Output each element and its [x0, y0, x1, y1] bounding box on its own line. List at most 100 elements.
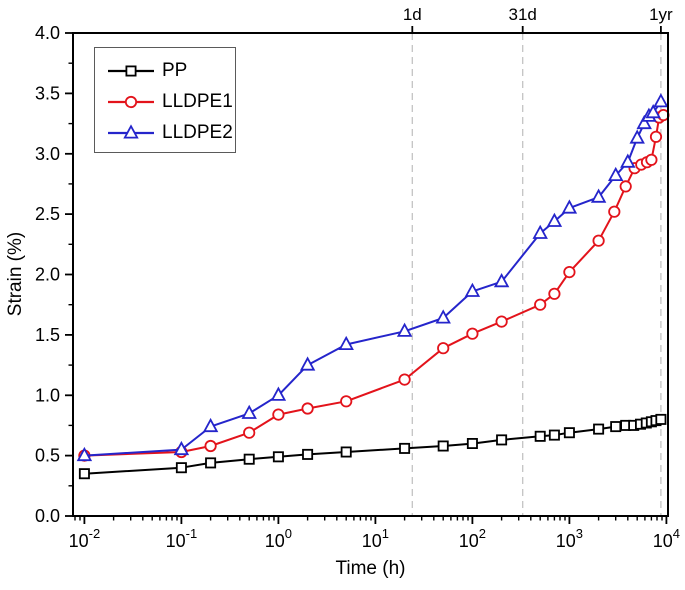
- legend-label-lldpe1: LLDPE1: [162, 90, 233, 112]
- lldpe2-marker: [241, 404, 257, 419]
- y-tick-label: 3.5: [35, 83, 60, 103]
- lldpe2-marker: [338, 335, 354, 350]
- legend-square-marker: [125, 65, 137, 76]
- lldpe1-marker: [645, 153, 658, 166]
- lldpe1-marker: [272, 408, 285, 421]
- pp-marker: [340, 446, 352, 458]
- lldpe2-marker: [607, 166, 624, 181]
- lldpe2-marker: [546, 212, 563, 227]
- pp-marker: [534, 430, 546, 442]
- x-tick-label: 100: [265, 526, 292, 551]
- pp-marker: [302, 448, 314, 460]
- time-mark-label: 31d: [509, 5, 537, 24]
- lldpe2-marker: [645, 104, 661, 119]
- time-mark-label: 1d: [403, 5, 422, 24]
- lldpe2-marker: [299, 356, 316, 371]
- y-tick-label: 2.5: [35, 204, 60, 224]
- lldpe1-marker: [592, 234, 605, 247]
- legend-triangle-marker: [123, 123, 139, 138]
- series-lldpe2: [76, 93, 669, 462]
- lldpe1-marker: [398, 373, 411, 386]
- series-lldpe1: [78, 109, 670, 462]
- legend-label-pp: PP: [162, 59, 188, 81]
- lldpe1-line: [84, 114, 664, 457]
- lldpe1-marker: [301, 402, 314, 415]
- time-marker-lines: 1d 31d 1yr: [403, 5, 673, 516]
- y-tick-label: 0.5: [35, 446, 60, 466]
- legend-circle-marker: [124, 95, 138, 108]
- lldpe1-marker: [466, 327, 479, 340]
- lldpe2-line: [84, 101, 662, 457]
- x-tick-label: 101: [362, 526, 389, 551]
- lldpe1-marker: [548, 287, 561, 300]
- x-tick-label: 10-2: [69, 526, 101, 551]
- pp-marker: [610, 421, 622, 433]
- pp-marker: [78, 468, 90, 480]
- legend-item-lldpe2: LLDPE2: [108, 117, 235, 148]
- lldpe1-marker: [563, 265, 576, 279]
- pp-marker: [272, 451, 284, 463]
- pp-marker: [437, 440, 449, 452]
- legend-item-lldpe1: LLDPE1: [108, 86, 235, 117]
- lldpe2-marker: [202, 417, 219, 433]
- lldpe2-marker: [653, 93, 669, 108]
- x-axis-title: Time (h): [335, 558, 406, 579]
- lldpe2-marker: [173, 440, 190, 456]
- y-tick-label: 0.0: [35, 506, 60, 526]
- lldpe1-marker: [243, 426, 256, 439]
- legend: PP LLDPE1 LLDPE2: [94, 47, 236, 153]
- lldpe1-marker: [619, 180, 632, 193]
- x-tick-label: 102: [459, 526, 486, 551]
- pp-marker: [466, 437, 478, 449]
- pp-marker: [593, 423, 605, 435]
- lldpe2-marker: [270, 386, 287, 401]
- y-tick-label: 2.0: [35, 265, 60, 285]
- series-pp: [78, 413, 667, 480]
- legend-key-lldpe2: [108, 123, 154, 138]
- lldpe1-marker: [534, 298, 547, 311]
- lldpe2-marker: [493, 273, 510, 288]
- lldpe1-marker: [608, 205, 621, 218]
- x-tick-label: 104: [653, 526, 680, 551]
- y-tick-label: 3.0: [35, 144, 60, 164]
- y-axis-title: Strain (%): [5, 231, 26, 317]
- pp-line-marker-icon: [108, 65, 154, 76]
- lldpe1-marker: [204, 439, 217, 453]
- lldpe2-marker: [636, 114, 652, 130]
- pp-marker: [655, 413, 667, 425]
- y-tick-label: 1.0: [35, 385, 60, 405]
- lldpe1-marker: [340, 395, 353, 408]
- lldpe2-marker: [629, 129, 645, 144]
- lldpe2-marker: [532, 224, 548, 239]
- y-tick-label: 1.5: [35, 325, 60, 345]
- lldpe2-marker: [561, 199, 578, 214]
- pp-marker: [496, 434, 508, 446]
- time-mark-label: 1yr: [649, 5, 673, 24]
- lldpe2-line-marker-icon: [108, 123, 154, 138]
- lldpe2-marker: [435, 309, 451, 324]
- lldpe2-marker: [76, 446, 93, 462]
- x-tick-label: 10-1: [166, 526, 198, 551]
- legend-key-lldpe1: [108, 95, 154, 108]
- y-tick-label: 4.0: [35, 23, 60, 43]
- lldpe2-marker: [464, 282, 481, 297]
- pp-marker: [175, 462, 187, 474]
- axes: 10-2 10-1 100 101 102 103 104 0.0 0.5 1.0 1.5 2.0 2.…: [35, 23, 680, 551]
- legend-label-lldpe2: LLDPE2: [162, 121, 233, 143]
- lldpe2-marker: [620, 153, 636, 168]
- x-tick-label: 103: [556, 526, 583, 551]
- legend-key-pp: [108, 65, 154, 76]
- lldpe1-marker: [649, 130, 663, 143]
- lldpe2-marker: [396, 322, 413, 337]
- pp-marker: [205, 457, 217, 469]
- lldpe2-marker: [590, 188, 607, 203]
- lldpe1-marker: [437, 342, 450, 355]
- lldpe1-marker: [495, 315, 508, 328]
- pp-marker: [563, 427, 575, 439]
- pp-marker: [399, 442, 411, 454]
- legend-item-pp: PP: [108, 55, 235, 86]
- pp-marker: [548, 429, 560, 441]
- pp-marker: [243, 453, 255, 465]
